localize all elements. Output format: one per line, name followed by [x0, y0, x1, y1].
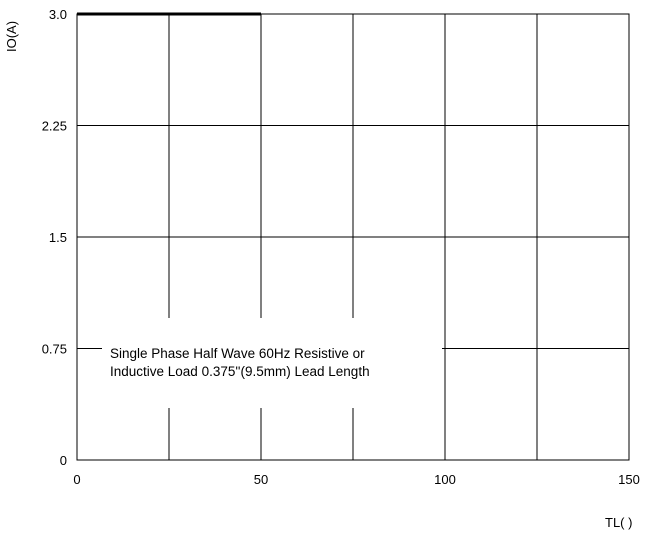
x-tick-label: 0 — [73, 472, 80, 487]
x-tick-label: 100 — [434, 472, 456, 487]
y-tick-label: 0 — [60, 453, 67, 468]
x-axis-label: TL( ) — [605, 515, 632, 530]
annotation-box — [102, 318, 442, 408]
y-tick-label: 3.0 — [49, 7, 67, 22]
annotation-line-1: Single Phase Half Wave 60Hz Resistive or — [110, 346, 365, 361]
y-axis-label: IO(A) — [4, 21, 19, 52]
tick-labels: 0 50 100 150 0 0.75 1.5 2.25 3.0 — [42, 7, 640, 487]
plot-frame — [76, 13, 630, 461]
x-tick-label: 50 — [254, 472, 268, 487]
y-tick-label: 0.75 — [42, 342, 67, 357]
y-tick-label: 2.25 — [42, 119, 67, 134]
x-tick-label: 150 — [618, 472, 640, 487]
y-tick-label: 1.5 — [49, 230, 67, 245]
annotation-line-2: Inductive Load 0.375''(9.5mm) Lead Lengt… — [110, 364, 370, 379]
